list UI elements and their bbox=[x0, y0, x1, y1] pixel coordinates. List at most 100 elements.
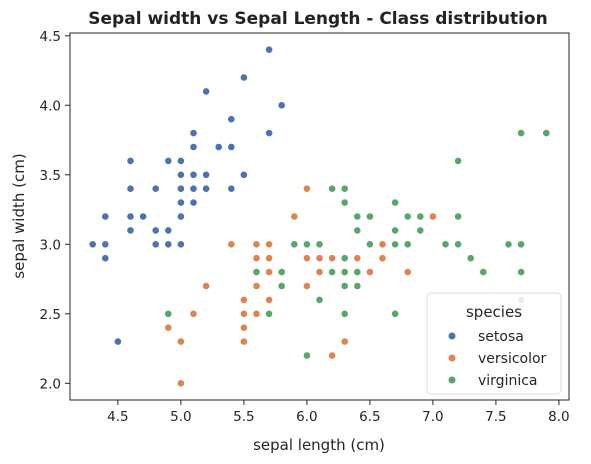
point-versicolor-26 bbox=[328, 254, 336, 263]
point-setosa-5 bbox=[126, 156, 135, 165]
point-setosa-20 bbox=[176, 212, 185, 221]
point-setosa-12 bbox=[151, 240, 160, 249]
point-versicolor-9 bbox=[239, 337, 248, 346]
point-setosa-31 bbox=[227, 115, 236, 124]
point-virginica-21 bbox=[353, 282, 362, 290]
point-versicolor-21 bbox=[302, 254, 311, 263]
point-setosa-29 bbox=[202, 184, 210, 193]
point-setosa-6 bbox=[126, 184, 135, 193]
point-setosa-28 bbox=[202, 170, 210, 179]
point-setosa-17 bbox=[176, 170, 185, 179]
point-virginica-28 bbox=[403, 212, 412, 221]
point-setosa-38 bbox=[277, 101, 286, 110]
point-setosa-7 bbox=[126, 212, 135, 221]
legend-label-virginica: virginica bbox=[478, 373, 538, 389]
point-virginica-34 bbox=[454, 212, 462, 221]
point-setosa-23 bbox=[189, 143, 198, 151]
point-setosa-0 bbox=[88, 240, 97, 249]
y-axis-label: sepal width (cm) bbox=[10, 153, 28, 278]
point-virginica-33 bbox=[454, 156, 462, 165]
point-setosa-26 bbox=[189, 198, 198, 207]
point-versicolor-35 bbox=[378, 254, 387, 263]
point-virginica-16 bbox=[340, 282, 349, 290]
point-versicolor-37 bbox=[403, 268, 412, 276]
point-versicolor-17 bbox=[265, 295, 273, 304]
point-versicolor-19 bbox=[290, 212, 299, 221]
legend-marker-setosa bbox=[447, 331, 457, 341]
point-setosa-11 bbox=[151, 226, 160, 235]
point-versicolor-4 bbox=[202, 282, 210, 290]
point-virginica-43 bbox=[542, 129, 551, 137]
point-virginica-15 bbox=[340, 268, 349, 276]
x-axis: 4.5 5.0 5.5 6.0 6.5 7.0 7.5 8.0 bbox=[107, 400, 570, 425]
point-versicolor-3 bbox=[189, 309, 198, 318]
point-setosa-33 bbox=[227, 184, 236, 193]
point-setosa-4 bbox=[114, 337, 122, 346]
point-setosa-15 bbox=[164, 240, 173, 249]
point-versicolor-38 bbox=[428, 212, 437, 221]
point-versicolor-30 bbox=[340, 337, 349, 346]
point-versicolor-32 bbox=[353, 254, 362, 263]
point-setosa-8 bbox=[126, 226, 135, 235]
point-virginica-24 bbox=[391, 198, 399, 207]
point-versicolor-5 bbox=[227, 240, 236, 249]
point-virginica-10 bbox=[328, 184, 336, 193]
point-versicolor-34 bbox=[378, 240, 387, 249]
point-setosa-14 bbox=[164, 226, 173, 235]
point-versicolor-7 bbox=[239, 309, 248, 318]
point-setosa-19 bbox=[176, 198, 185, 207]
x-tick-label: 7.0 bbox=[422, 409, 443, 425]
point-virginica-14 bbox=[340, 254, 349, 263]
point-virginica-40 bbox=[517, 240, 525, 249]
point-virginica-41 bbox=[517, 268, 525, 276]
point-versicolor-22 bbox=[302, 282, 311, 290]
point-versicolor-1 bbox=[176, 337, 185, 346]
point-virginica-29 bbox=[403, 240, 412, 249]
point-virginica-5 bbox=[290, 240, 299, 249]
point-virginica-39 bbox=[517, 129, 525, 137]
point-virginica-26 bbox=[391, 240, 399, 249]
point-versicolor-13 bbox=[252, 309, 261, 318]
y-tick-label: 4.5 bbox=[40, 29, 61, 45]
point-versicolor-10 bbox=[252, 240, 261, 249]
point-setosa-24 bbox=[189, 170, 198, 179]
point-setosa-16 bbox=[176, 156, 185, 165]
y-tick-label: 2.0 bbox=[40, 376, 61, 392]
point-versicolor-12 bbox=[252, 282, 261, 290]
point-versicolor-15 bbox=[265, 254, 273, 263]
legend-label-versicolor: versicolor bbox=[478, 351, 547, 367]
point-setosa-34 bbox=[239, 73, 248, 82]
point-setosa-30 bbox=[214, 143, 223, 151]
point-virginica-4 bbox=[277, 282, 286, 290]
point-virginica-9 bbox=[315, 295, 324, 304]
x-tick-label: 7.5 bbox=[485, 409, 506, 425]
point-virginica-1 bbox=[252, 268, 261, 276]
point-virginica-30 bbox=[416, 212, 425, 221]
point-virginica-27 bbox=[391, 309, 399, 318]
x-tick-label: 4.5 bbox=[107, 409, 128, 425]
point-virginica-17 bbox=[340, 309, 349, 318]
point-setosa-1 bbox=[101, 240, 110, 249]
point-setosa-21 bbox=[176, 240, 185, 249]
point-virginica-0 bbox=[164, 309, 173, 318]
y-tick-label: 3.5 bbox=[40, 168, 61, 184]
point-versicolor-25 bbox=[315, 268, 324, 276]
chart-title: Sepal width vs Sepal Length - Class dist… bbox=[88, 9, 547, 29]
point-setosa-2 bbox=[101, 212, 110, 221]
point-setosa-9 bbox=[139, 212, 147, 221]
legend-box bbox=[426, 292, 562, 395]
points-layer bbox=[88, 45, 551, 388]
plot-frame bbox=[69, 32, 570, 401]
legend-marker-virginica bbox=[447, 375, 457, 385]
point-versicolor-20 bbox=[302, 184, 311, 193]
point-versicolor-8 bbox=[239, 323, 248, 332]
y-tick-label: 4.0 bbox=[40, 98, 61, 114]
point-setosa-27 bbox=[202, 87, 210, 96]
point-setosa-18 bbox=[176, 184, 185, 193]
point-virginica-2 bbox=[265, 309, 273, 318]
point-virginica-22 bbox=[365, 212, 374, 221]
point-virginica-31 bbox=[416, 226, 425, 235]
point-versicolor-0 bbox=[164, 323, 173, 332]
point-versicolor-24 bbox=[315, 254, 324, 263]
